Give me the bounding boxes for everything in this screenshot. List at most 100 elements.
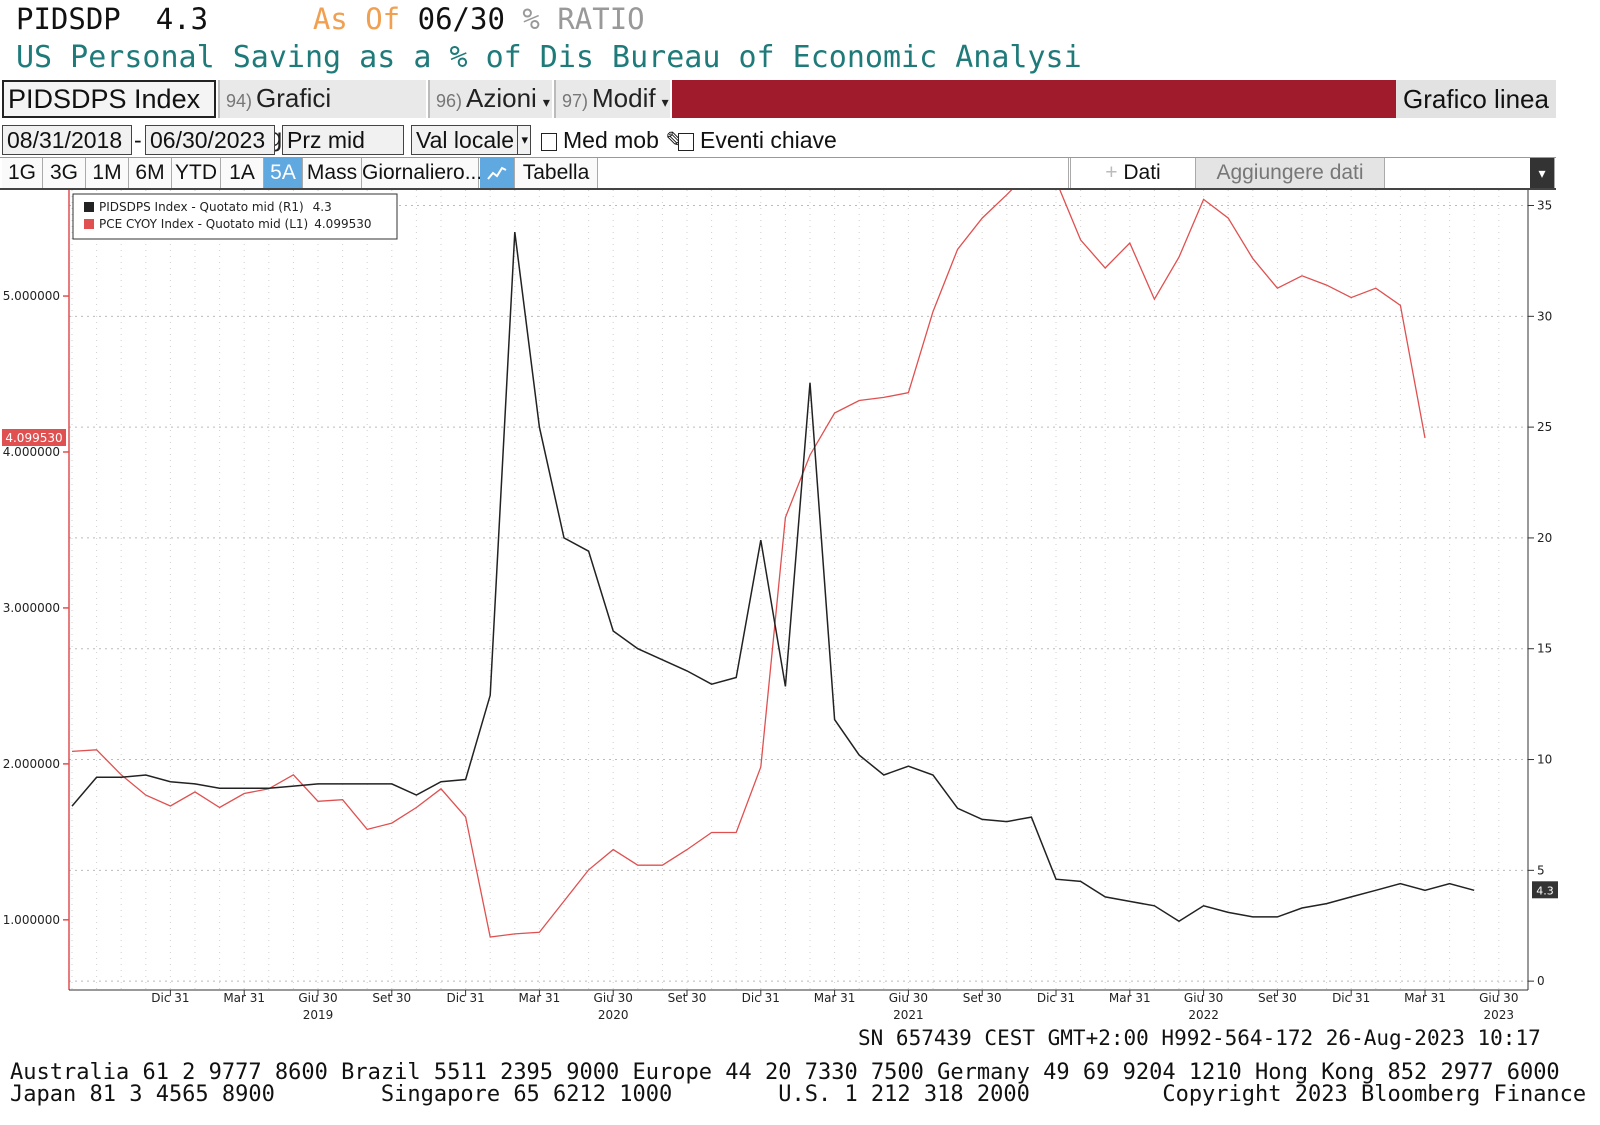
tab-1g[interactable]: 1G [2, 158, 43, 188]
currency-select[interactable]: Val locale ▾ [411, 125, 531, 155]
line-chart[interactable]: 5.000000 4.000000 3.000000 2.000000 1.000000… [0, 190, 1600, 1025]
data-point-pce [760, 767, 761, 768]
ticker-field[interactable]: PIDSDPS Index [2, 80, 216, 118]
moving-average-checkbox[interactable] [541, 132, 557, 151]
data-point-pce [736, 832, 737, 833]
data-point-pidsdps [883, 775, 884, 776]
data-point-pidsdps [195, 783, 196, 784]
left-axis-tick-label: 4.000000 [3, 445, 60, 459]
data-point-pidsdps [1056, 879, 1057, 880]
price-field-select[interactable]: Prz mid [282, 125, 404, 155]
x-axis-tick-label: Dic 31 [151, 991, 189, 1005]
right-axis-tick-label: 25 [1537, 420, 1552, 434]
x-axis-tick-label: Mar 31 [1404, 991, 1446, 1005]
end-date-value: 06/30/2023 [150, 127, 266, 153]
actions-menu[interactable]: 96) Azioni ▾ [428, 80, 552, 118]
data-point-pidsdps [514, 232, 515, 233]
data-point-pidsdps [760, 540, 761, 541]
data-point-pidsdps [1449, 883, 1450, 884]
grid-lines [69, 190, 1528, 990]
data-point-pce [957, 249, 958, 250]
data-point-pidsdps [1400, 883, 1401, 884]
end-date-field[interactable]: 06/30/2023 [145, 125, 275, 178]
x-axis-year-label: 2021 [893, 1008, 924, 1022]
tab-6m[interactable]: 6M [129, 158, 172, 188]
data-point-pidsdps [810, 382, 811, 383]
data-point-pce [490, 937, 491, 938]
table-view-button[interactable]: Tabella [515, 158, 598, 188]
data-point-pce [1228, 218, 1229, 219]
data-point-pidsdps [1277, 916, 1278, 917]
chevron-down-icon[interactable]: ▾ [1530, 158, 1555, 188]
data-point-pce [1252, 258, 1253, 259]
x-axis-tick-label: Giu 30 [889, 991, 928, 1005]
tab-ytd[interactable]: YTD [172, 158, 221, 188]
data-point-pidsdps [933, 775, 934, 776]
data-point-pce [145, 795, 146, 796]
correlate-data-button[interactable]: + Dati correla [1070, 158, 1196, 214]
security-header: PIDSDP 4.3 As Of 06/30 % RATIO [16, 2, 645, 36]
add-data-input[interactable]: Aggiungere dati [1196, 158, 1385, 188]
data-point-pidsdps [96, 777, 97, 778]
data-point-pce [170, 806, 171, 807]
moving-average-toggle[interactable]: Med mob ✎ [541, 125, 685, 155]
data-point-pidsdps [736, 677, 737, 678]
data-point-pidsdps [1006, 821, 1007, 822]
data-point-pidsdps [588, 551, 589, 552]
tab-3g[interactable]: 3G [43, 158, 86, 188]
contact-line-2: Japan 81 3 4565 8900 Singapore 65 6212 1… [10, 1082, 1600, 1107]
data-point-pidsdps [72, 806, 73, 807]
x-axis-year-label: 2022 [1188, 1008, 1219, 1022]
contact-line-1: Australia 61 2 9777 8600 Brazil 5511 239… [10, 1060, 1560, 1085]
data-point-pce [514, 933, 515, 934]
chart-type-button[interactable]: Grafico linea [1396, 80, 1556, 118]
data-point-pidsdps [416, 795, 417, 796]
plot-area [69, 190, 1528, 990]
tab-1m[interactable]: 1M [86, 158, 129, 188]
chevron-down-icon: ▾ [661, 94, 669, 110]
right-axis-tick-label: 15 [1537, 642, 1552, 656]
suggested-charts-menu[interactable]: 94) Grafici suggeriti [218, 80, 426, 152]
start-date-field[interactable]: 08/31/2018 [2, 125, 132, 178]
data-point-pce [1006, 194, 1007, 195]
data-point-pidsdps [1154, 905, 1155, 906]
chevron-down-icon: ▾ [542, 94, 550, 110]
left-axis-tick-label: 1.000000 [3, 913, 60, 927]
data-point-pce [613, 849, 614, 850]
data-point-pidsdps [1326, 903, 1327, 904]
frequency-select[interactable]: Giornaliero... [362, 158, 482, 188]
right-last-value: 4.3 [1536, 884, 1554, 897]
edit-menu[interactable]: 97) Modif ▾ [554, 80, 670, 118]
tab-max[interactable]: Mass [303, 158, 362, 188]
data-point-pce [588, 869, 589, 870]
data-point-pce [1351, 297, 1352, 298]
series-line-pidsdps [71, 232, 1475, 923]
currency-value: Val locale [416, 127, 515, 153]
legend-swatch-pce [84, 219, 94, 229]
data-point-pidsdps [957, 808, 958, 809]
chart-view-icon[interactable] [480, 158, 515, 188]
key-events-checkbox[interactable] [678, 132, 694, 151]
left-last-value: 4.099530 [5, 431, 62, 445]
data-point-pce [293, 774, 294, 775]
data-point-pidsdps [391, 783, 392, 784]
tab-5a[interactable]: 5A [264, 158, 303, 188]
data-point-pce [859, 400, 860, 401]
data-point-pidsdps [785, 686, 786, 687]
left-axis-tick-label: 5.000000 [3, 289, 60, 303]
data-point-pce [416, 807, 417, 808]
tab-1a[interactable]: 1A [221, 158, 264, 188]
data-point-pce [1129, 243, 1130, 244]
x-axis-tick-label: Mar 31 [519, 991, 561, 1005]
right-axis-tick-label: 35 [1537, 199, 1552, 213]
data-point-pce [1203, 199, 1204, 200]
key-events-toggle[interactable]: Eventi chiave [678, 125, 837, 155]
series-line-pce-cyoy [71, 190, 1426, 938]
legend-swatch-pidsdps [84, 202, 94, 212]
security-description: US Personal Saving as a % of Dis Bureau … [16, 40, 1082, 75]
right-axis-tick-label: 20 [1537, 531, 1552, 545]
data-point-pidsdps [1179, 921, 1180, 922]
x-axis: Dic 31 Mar 31 Giu 30 2019 Set 30 Dic 31 Mar 31… [151, 990, 1518, 1022]
data-point-pidsdps [465, 779, 466, 780]
session-info: SN 657439 CEST GMT+2:00 H992-564-172 26-… [858, 1026, 1541, 1050]
